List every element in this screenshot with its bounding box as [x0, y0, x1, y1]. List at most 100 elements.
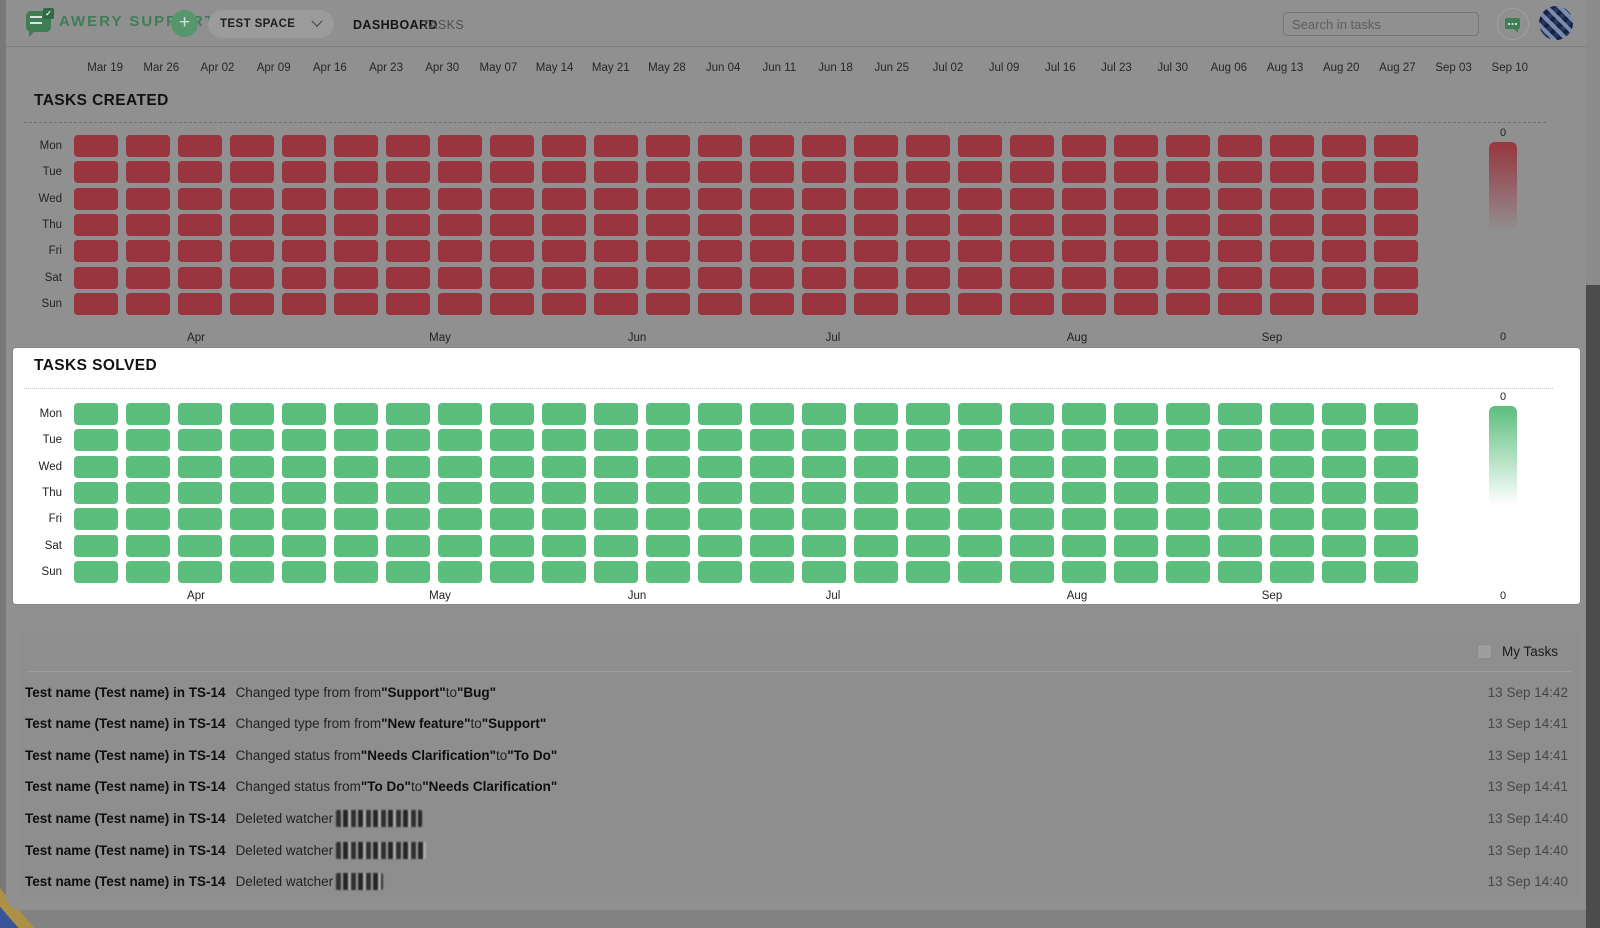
heatmap-cell[interactable] [178, 240, 222, 263]
heatmap-cell[interactable] [854, 534, 898, 557]
heatmap-cell[interactable] [1010, 403, 1054, 425]
heatmap-cell[interactable] [1062, 560, 1106, 583]
heatmap-cell[interactable] [334, 161, 378, 184]
heatmap-cell[interactable] [906, 455, 950, 478]
scrollbar-track[interactable] [1586, 0, 1600, 928]
heatmap-cell[interactable] [1218, 481, 1262, 504]
heatmap-cell[interactable] [542, 403, 586, 425]
heatmap-cell[interactable] [1010, 187, 1054, 210]
heatmap-cell[interactable] [490, 135, 534, 157]
heatmap-cell[interactable] [386, 135, 430, 157]
heatmap-cell[interactable] [126, 403, 170, 425]
heatmap-cell[interactable] [74, 508, 118, 531]
heatmap-cell[interactable] [542, 161, 586, 184]
heatmap-cell[interactable] [438, 560, 482, 583]
heatmap-cell[interactable] [1218, 240, 1262, 263]
heatmap-cell[interactable] [1114, 429, 1158, 452]
heatmap-cell[interactable] [1322, 187, 1366, 210]
heatmap-cell[interactable] [750, 240, 794, 263]
space-selector[interactable]: TEST SPACE [208, 10, 334, 38]
heatmap-cell[interactable] [178, 403, 222, 425]
heatmap-cell[interactable] [958, 429, 1002, 452]
heatmap-cell[interactable] [698, 508, 742, 531]
heatmap-cell[interactable] [178, 266, 222, 289]
heatmap-cell[interactable] [906, 403, 950, 425]
heatmap-cell[interactable] [854, 266, 898, 289]
heatmap-cell[interactable] [1166, 135, 1210, 157]
heatmap-cell[interactable] [854, 560, 898, 583]
heatmap-cell[interactable] [178, 161, 222, 184]
heatmap-cell[interactable] [1062, 161, 1106, 184]
heatmap-cell[interactable] [1270, 403, 1314, 425]
heatmap-cell[interactable] [1166, 508, 1210, 531]
heatmap-cell[interactable] [1166, 403, 1210, 425]
heatmap-cell[interactable] [1166, 534, 1210, 557]
heatmap-cell[interactable] [74, 135, 118, 157]
heatmap-cell[interactable] [750, 429, 794, 452]
heatmap-cell[interactable] [386, 455, 430, 478]
heatmap-cell[interactable] [1062, 135, 1106, 157]
heatmap-cell[interactable] [1114, 455, 1158, 478]
heatmap-cell[interactable] [854, 161, 898, 184]
heatmap-cell[interactable] [646, 403, 690, 425]
heatmap-cell[interactable] [1322, 213, 1366, 236]
heatmap-cell[interactable] [438, 455, 482, 478]
heatmap-cell[interactable] [74, 213, 118, 236]
heatmap-cell[interactable] [126, 481, 170, 504]
heatmap-cell[interactable] [906, 161, 950, 184]
heatmap-cell[interactable] [750, 481, 794, 504]
heatmap-cell[interactable] [958, 455, 1002, 478]
add-button[interactable]: + [171, 10, 198, 37]
heatmap-cell[interactable] [698, 213, 742, 236]
heatmap-cell[interactable] [386, 560, 430, 583]
heatmap-cell[interactable] [1270, 135, 1314, 157]
activity-row[interactable]: Test name (Test name) in TS-14 Changed ty… [25, 713, 1568, 735]
heatmap-cell[interactable] [74, 403, 118, 425]
heatmap-cell[interactable] [126, 560, 170, 583]
heatmap-cell[interactable] [438, 534, 482, 557]
search-input[interactable] [1283, 12, 1479, 36]
heatmap-cell[interactable] [282, 508, 326, 531]
heatmap-cell[interactable] [334, 213, 378, 236]
heatmap-cell[interactable] [1062, 508, 1106, 531]
heatmap-cell[interactable] [74, 429, 118, 452]
heatmap-cell[interactable] [282, 455, 326, 478]
heatmap-cell[interactable] [126, 187, 170, 210]
heatmap-cell[interactable] [1114, 403, 1158, 425]
heatmap-cell[interactable] [1062, 213, 1106, 236]
heatmap-cell[interactable] [1010, 292, 1054, 315]
heatmap-cell[interactable] [750, 161, 794, 184]
heatmap-cell[interactable] [542, 560, 586, 583]
heatmap-cell[interactable] [906, 560, 950, 583]
activity-row[interactable]: Test name (Test name) in TS-14 Deleted wa… [25, 871, 1568, 893]
heatmap-cell[interactable] [1166, 560, 1210, 583]
heatmap-cell[interactable] [906, 266, 950, 289]
heatmap-cell[interactable] [1270, 481, 1314, 504]
heatmap-cell[interactable] [230, 135, 274, 157]
heatmap-cell[interactable] [490, 560, 534, 583]
heatmap-cell[interactable] [1374, 187, 1418, 210]
heatmap-cell[interactable] [386, 292, 430, 315]
heatmap-cell[interactable] [1062, 429, 1106, 452]
heatmap-cell[interactable] [750, 213, 794, 236]
heatmap-cell[interactable] [230, 240, 274, 263]
heatmap-cell[interactable] [386, 534, 430, 557]
heatmap-cell[interactable] [1010, 266, 1054, 289]
heatmap-cell[interactable] [1010, 481, 1054, 504]
heatmap-cell[interactable] [1218, 508, 1262, 531]
heatmap-cell[interactable] [698, 455, 742, 478]
heatmap-cell[interactable] [958, 403, 1002, 425]
heatmap-cell[interactable] [1218, 266, 1262, 289]
heatmap-cell[interactable] [646, 560, 690, 583]
heatmap-cell[interactable] [178, 560, 222, 583]
heatmap-cell[interactable] [750, 534, 794, 557]
heatmap-cell[interactable] [282, 187, 326, 210]
heatmap-cell[interactable] [1322, 161, 1366, 184]
heatmap-cell[interactable] [906, 292, 950, 315]
heatmap-cell[interactable] [958, 508, 1002, 531]
heatmap-cell[interactable] [282, 481, 326, 504]
heatmap-cell[interactable] [854, 455, 898, 478]
activity-row[interactable]: Test name (Test name) in TS-14 Changed st… [25, 776, 1568, 798]
tab-tasks[interactable]: TASKS [422, 18, 465, 32]
heatmap-cell[interactable] [646, 213, 690, 236]
